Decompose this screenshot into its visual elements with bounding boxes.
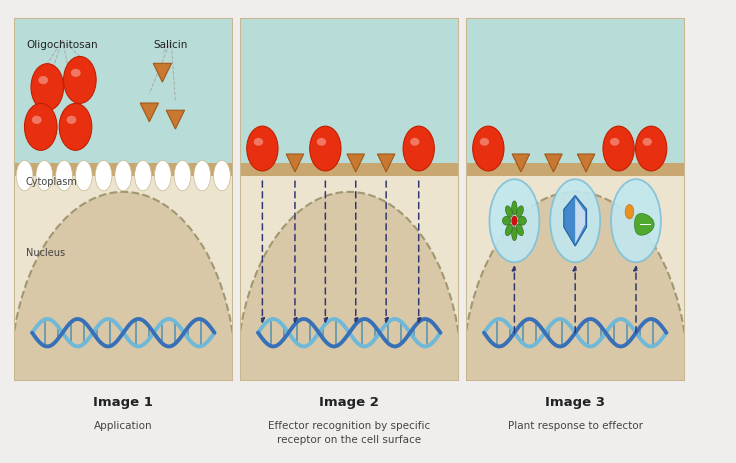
Ellipse shape xyxy=(518,216,526,225)
Polygon shape xyxy=(378,154,395,172)
Bar xyxy=(241,163,458,175)
Ellipse shape xyxy=(480,138,489,146)
Ellipse shape xyxy=(10,192,236,463)
Polygon shape xyxy=(545,154,562,172)
Bar xyxy=(15,19,232,163)
Circle shape xyxy=(611,179,661,262)
Text: Image 1: Image 1 xyxy=(93,396,153,409)
Ellipse shape xyxy=(36,161,53,191)
Ellipse shape xyxy=(236,192,462,463)
Ellipse shape xyxy=(135,161,152,191)
Ellipse shape xyxy=(56,161,72,191)
Ellipse shape xyxy=(403,126,434,171)
Ellipse shape xyxy=(310,126,341,171)
Text: Oligochitosan: Oligochitosan xyxy=(26,40,99,50)
Ellipse shape xyxy=(31,63,63,111)
Bar xyxy=(241,19,458,163)
Circle shape xyxy=(551,179,600,262)
Text: Image 3: Image 3 xyxy=(545,396,605,409)
Ellipse shape xyxy=(512,227,517,241)
Ellipse shape xyxy=(643,138,652,146)
Ellipse shape xyxy=(213,161,230,191)
Ellipse shape xyxy=(59,103,92,150)
Bar xyxy=(467,175,684,380)
Ellipse shape xyxy=(506,224,512,236)
Ellipse shape xyxy=(410,138,420,146)
Ellipse shape xyxy=(517,224,523,236)
Text: Effector recognition by specific
receptor on the cell surface: Effector recognition by specific recepto… xyxy=(268,421,431,444)
Text: Nucleus: Nucleus xyxy=(26,248,65,258)
Ellipse shape xyxy=(473,126,504,171)
Ellipse shape xyxy=(95,161,112,191)
Ellipse shape xyxy=(247,126,278,171)
Ellipse shape xyxy=(603,126,634,171)
Polygon shape xyxy=(512,154,530,172)
Ellipse shape xyxy=(24,103,57,150)
Ellipse shape xyxy=(63,56,96,103)
Polygon shape xyxy=(140,103,158,122)
Polygon shape xyxy=(166,110,185,129)
Ellipse shape xyxy=(512,201,517,215)
Polygon shape xyxy=(634,213,654,235)
Ellipse shape xyxy=(174,161,191,191)
Text: Image 2: Image 2 xyxy=(319,396,379,409)
Ellipse shape xyxy=(610,138,620,146)
Polygon shape xyxy=(576,198,585,244)
Ellipse shape xyxy=(517,206,523,218)
Bar xyxy=(467,163,684,175)
Ellipse shape xyxy=(66,116,77,124)
Ellipse shape xyxy=(316,138,326,146)
Polygon shape xyxy=(577,154,595,172)
Circle shape xyxy=(489,179,539,262)
Polygon shape xyxy=(347,154,364,172)
FancyBboxPatch shape xyxy=(467,19,684,380)
Ellipse shape xyxy=(155,161,171,191)
Ellipse shape xyxy=(506,206,512,218)
Ellipse shape xyxy=(194,161,210,191)
Ellipse shape xyxy=(71,69,81,77)
Circle shape xyxy=(625,205,634,219)
Text: Cytoplasm: Cytoplasm xyxy=(26,177,77,188)
Ellipse shape xyxy=(38,76,48,84)
Ellipse shape xyxy=(32,116,42,124)
Text: Salicin: Salicin xyxy=(154,40,188,50)
Text: Application: Application xyxy=(94,421,152,432)
FancyBboxPatch shape xyxy=(241,19,458,380)
Bar xyxy=(467,19,684,163)
Ellipse shape xyxy=(503,216,511,225)
Bar xyxy=(15,163,232,175)
Bar xyxy=(241,175,458,380)
Polygon shape xyxy=(153,63,171,82)
Bar xyxy=(15,175,232,380)
Circle shape xyxy=(512,216,517,226)
Polygon shape xyxy=(286,154,304,172)
Ellipse shape xyxy=(462,192,688,463)
FancyBboxPatch shape xyxy=(15,19,232,380)
Text: Plant response to effector: Plant response to effector xyxy=(508,421,643,432)
Ellipse shape xyxy=(636,126,667,171)
Ellipse shape xyxy=(75,161,92,191)
Ellipse shape xyxy=(254,138,263,146)
Polygon shape xyxy=(564,195,587,246)
Ellipse shape xyxy=(16,161,33,191)
Ellipse shape xyxy=(115,161,132,191)
